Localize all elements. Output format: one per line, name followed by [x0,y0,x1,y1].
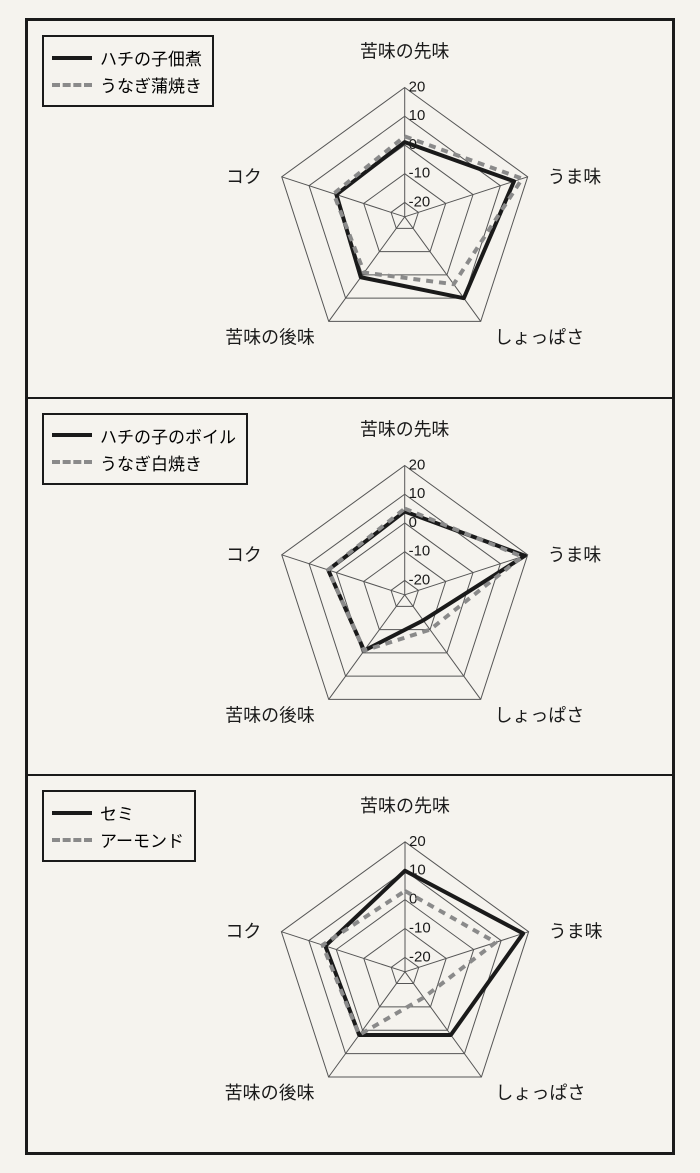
legend-2: ハチの子のボイル うなぎ白焼き [42,413,248,485]
svg-text:-10: -10 [409,165,431,182]
svg-text:10: 10 [409,485,426,502]
radar-panel-2: ハチの子のボイル うなぎ白焼き -20-1001020苦味の先味うま味しょっぱさ… [28,399,672,777]
svg-text:10: 10 [409,107,426,124]
svg-text:20: 20 [409,456,426,473]
svg-text:20: 20 [409,833,426,850]
legend-label: セミ [100,800,134,825]
legend-label: ハチの子佃煮 [100,45,202,70]
legend-row: セミ [52,800,184,825]
legend-row: うなぎ蒲焼き [52,72,202,97]
legend-swatch-solid [52,433,92,437]
legend-1: ハチの子佃煮 うなぎ蒲焼き [42,35,214,107]
svg-text:20: 20 [409,78,426,95]
radar-panel-1: ハチの子佃煮 うなぎ蒲焼き -20-1001020苦味の先味うま味しょっぱさ苦味… [28,21,672,399]
svg-text:苦味の後味: 苦味の後味 [225,327,315,347]
svg-text:苦味の先味: 苦味の先味 [360,419,450,439]
svg-text:コク: コク [226,167,262,187]
svg-text:うま味: うま味 [548,544,602,564]
svg-text:コク: コク [225,922,261,942]
legend-swatch-dash [52,460,92,464]
svg-text:苦味の後味: 苦味の後味 [225,1083,315,1103]
legend-label: うなぎ白焼き [100,450,202,475]
svg-text:-10: -10 [409,542,431,559]
svg-text:しょっぱさ: しょっぱさ [495,705,584,725]
legend-label: アーモンド [100,827,184,852]
legend-row: うなぎ白焼き [52,450,236,475]
svg-text:うま味: うま味 [549,922,603,942]
svg-text:-10: -10 [409,920,431,937]
svg-text:うま味: うま味 [548,167,602,187]
legend-swatch-solid [52,811,92,815]
legend-label: うなぎ蒲焼き [100,72,202,97]
svg-text:苦味の先味: 苦味の先味 [360,796,450,816]
legend-swatch-dash [52,83,92,87]
legend-label: ハチの子のボイル [100,423,236,448]
legend-row: アーモンド [52,827,184,852]
legend-row: ハチの子のボイル [52,423,236,448]
legend-swatch-solid [52,56,92,60]
page: ハチの子佃煮 うなぎ蒲焼き -20-1001020苦味の先味うま味しょっぱさ苦味… [0,0,700,1173]
svg-text:-20: -20 [409,571,431,588]
svg-text:-20: -20 [409,949,431,966]
svg-text:苦味の後味: 苦味の後味 [225,705,315,725]
svg-text:コク: コク [226,544,262,564]
radar-panel-3: セミ アーモンド -20-1001020苦味の先味うま味しょっぱさ苦味の後味コク [28,776,672,1152]
legend-row: ハチの子佃煮 [52,45,202,70]
svg-text:-20: -20 [409,193,431,210]
legend-3: セミ アーモンド [42,790,196,862]
svg-text:しょっぱさ: しょっぱさ [495,327,584,347]
legend-swatch-dash [52,838,92,842]
chart-frame: ハチの子佃煮 うなぎ蒲焼き -20-1001020苦味の先味うま味しょっぱさ苦味… [25,18,675,1155]
svg-text:苦味の先味: 苦味の先味 [360,42,450,62]
svg-text:しょっぱさ: しょっぱさ [495,1083,585,1103]
